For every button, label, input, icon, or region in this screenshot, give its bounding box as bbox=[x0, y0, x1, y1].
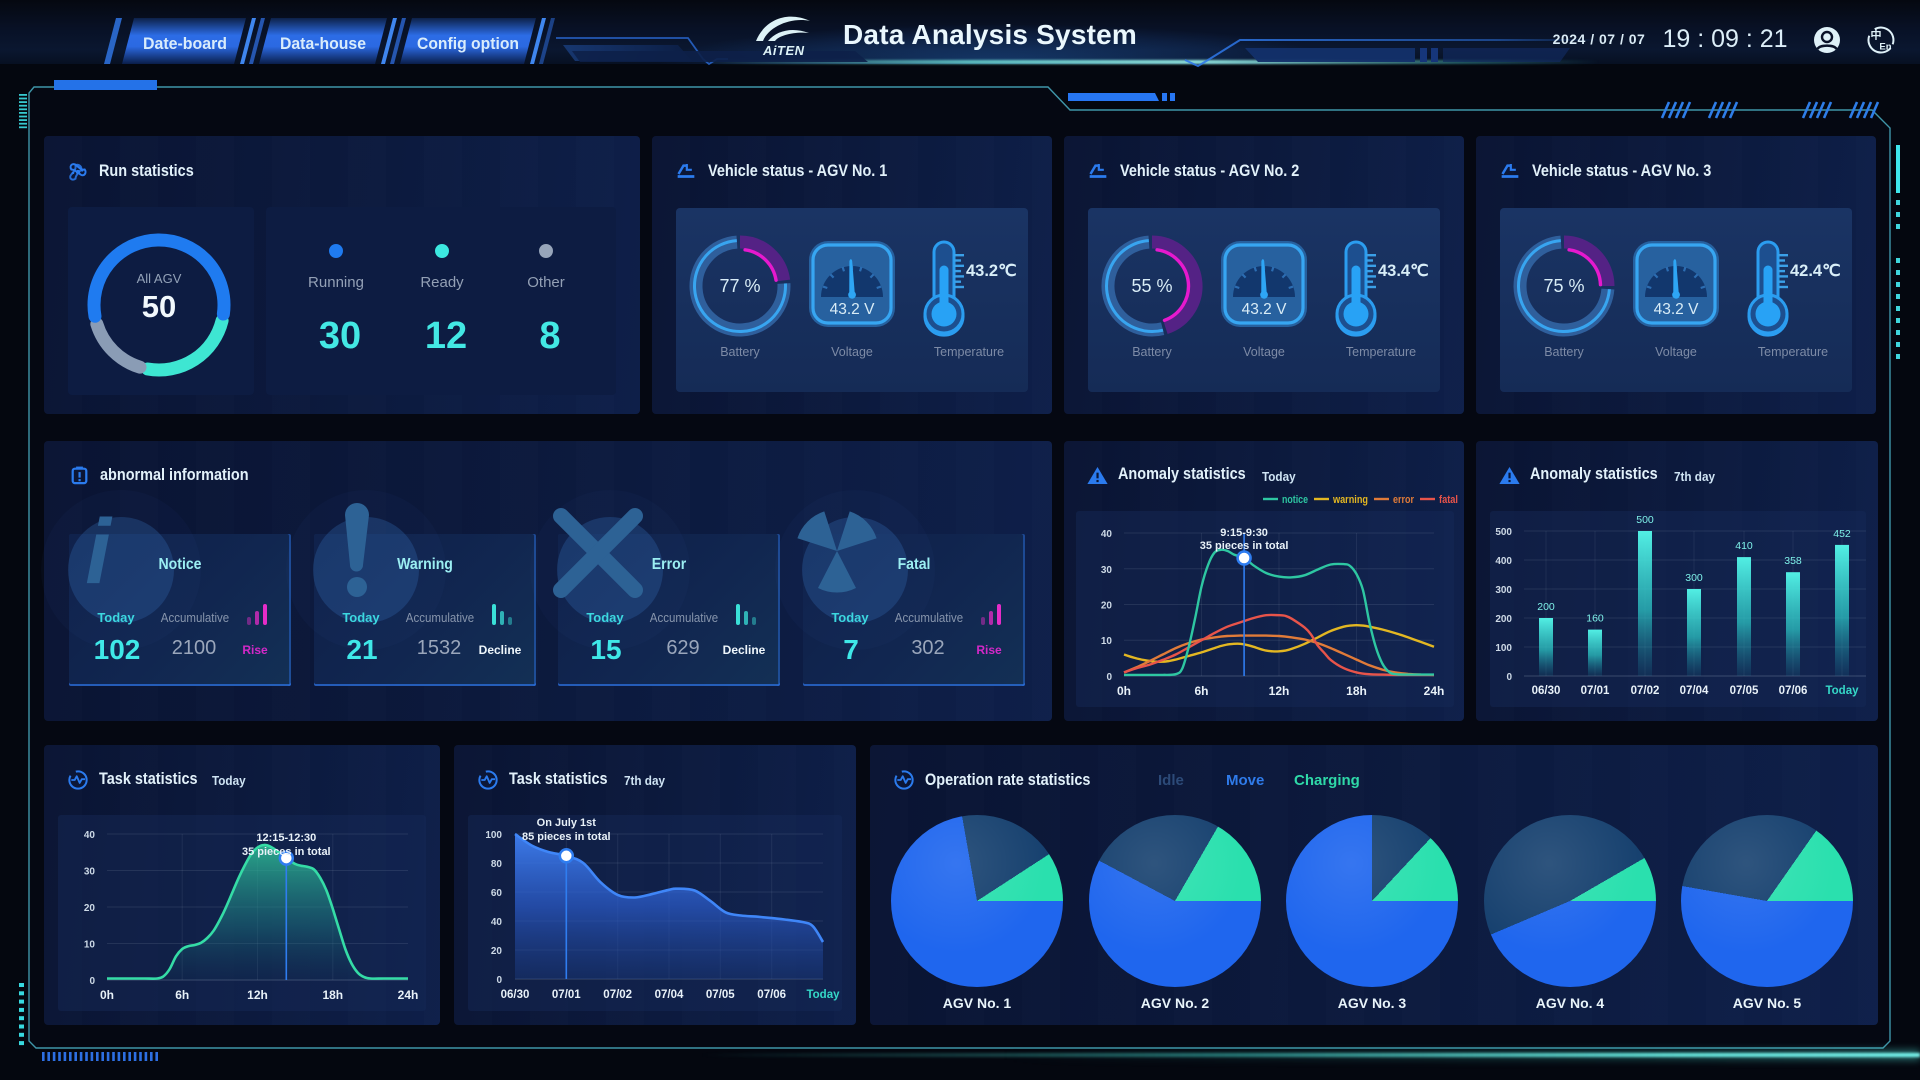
svg-text:Today: Today bbox=[1825, 685, 1859, 697]
svg-text:55 %: 55 % bbox=[1131, 276, 1172, 296]
svg-text:中: 中 bbox=[1871, 28, 1882, 42]
svg-text:80: 80 bbox=[491, 859, 503, 870]
svg-text:60: 60 bbox=[491, 888, 503, 899]
svg-text:160: 160 bbox=[1586, 613, 1604, 625]
svg-text:6h: 6h bbox=[1194, 684, 1208, 698]
svg-text:20: 20 bbox=[1101, 601, 1113, 612]
svg-text:358: 358 bbox=[1784, 555, 1802, 567]
svg-text:50: 50 bbox=[142, 289, 176, 324]
svg-text:410: 410 bbox=[1735, 540, 1753, 552]
svg-text:18h: 18h bbox=[322, 988, 343, 1002]
svg-text:10: 10 bbox=[84, 940, 96, 951]
svg-text:43.2 V: 43.2 V bbox=[830, 301, 875, 318]
svg-text:400: 400 bbox=[1495, 556, 1512, 567]
svg-text:8: 8 bbox=[539, 315, 560, 357]
svg-text:0: 0 bbox=[1506, 672, 1512, 683]
svg-text:200: 200 bbox=[1495, 614, 1512, 625]
svg-text:12: 12 bbox=[425, 315, 467, 357]
svg-text:35 pieces in total: 35 pieces in total bbox=[1200, 540, 1289, 552]
svg-text:AiTEN: AiTEN bbox=[762, 43, 805, 58]
svg-text:12:15-12:30: 12:15-12:30 bbox=[256, 832, 316, 844]
svg-text:07/02: 07/02 bbox=[1631, 685, 1660, 697]
svg-text:En: En bbox=[1879, 42, 1891, 53]
svg-text:Config option: Config option bbox=[417, 34, 519, 53]
svg-text:07/05: 07/05 bbox=[706, 989, 735, 1001]
svg-text:Ready: Ready bbox=[420, 274, 464, 291]
svg-text:18h: 18h bbox=[1346, 684, 1367, 698]
svg-text:30: 30 bbox=[319, 315, 361, 357]
svg-text:notice: notice bbox=[1282, 494, 1308, 506]
svg-text:10: 10 bbox=[1101, 636, 1113, 647]
svg-text:9:15-9:30: 9:15-9:30 bbox=[1220, 527, 1268, 539]
svg-text:43.2 V: 43.2 V bbox=[1654, 301, 1699, 318]
svg-text:40: 40 bbox=[1101, 529, 1113, 540]
svg-text:0h: 0h bbox=[1117, 684, 1131, 698]
svg-text:0: 0 bbox=[89, 976, 95, 987]
svg-text:Other: Other bbox=[527, 274, 565, 291]
svg-text:07/01: 07/01 bbox=[552, 989, 581, 1001]
svg-text:Date-board: Date-board bbox=[143, 34, 227, 53]
svg-text:07/06: 07/06 bbox=[757, 989, 786, 1001]
svg-text:07/04: 07/04 bbox=[1680, 685, 1709, 697]
svg-text:07/05: 07/05 bbox=[1730, 685, 1759, 697]
svg-text:200: 200 bbox=[1537, 601, 1555, 613]
svg-text:Running: Running bbox=[308, 274, 364, 291]
svg-text:07/02: 07/02 bbox=[603, 989, 632, 1001]
svg-text:Data-house: Data-house bbox=[280, 34, 366, 53]
svg-text:75 %: 75 % bbox=[1543, 276, 1584, 296]
svg-text:77 %: 77 % bbox=[719, 276, 760, 296]
svg-text:On July 1st: On July 1st bbox=[537, 817, 597, 829]
svg-text:500: 500 bbox=[1495, 527, 1512, 538]
svg-text:24h: 24h bbox=[1424, 684, 1445, 698]
svg-text:6h: 6h bbox=[175, 988, 189, 1002]
svg-text:30: 30 bbox=[84, 867, 96, 878]
svg-text:fatal: fatal bbox=[1439, 494, 1458, 506]
svg-text:85 pieces in total: 85 pieces in total bbox=[522, 831, 611, 843]
svg-text:300: 300 bbox=[1685, 572, 1703, 584]
svg-text:40: 40 bbox=[84, 830, 96, 841]
svg-text:i: i bbox=[85, 501, 113, 603]
svg-text:43.2 V: 43.2 V bbox=[1242, 301, 1287, 318]
svg-text:452: 452 bbox=[1833, 528, 1851, 540]
svg-text:40: 40 bbox=[491, 917, 503, 928]
svg-text:42.4℃: 42.4℃ bbox=[1790, 262, 1841, 280]
svg-text:0: 0 bbox=[496, 975, 502, 986]
svg-text:07/06: 07/06 bbox=[1779, 685, 1808, 697]
svg-text:All AGV: All AGV bbox=[137, 271, 182, 286]
svg-text:06/30: 06/30 bbox=[1532, 685, 1561, 697]
svg-text:100: 100 bbox=[1495, 643, 1512, 654]
svg-text:error: error bbox=[1393, 494, 1415, 506]
svg-text:20: 20 bbox=[84, 903, 96, 914]
svg-text:20: 20 bbox=[491, 946, 503, 957]
svg-text:0: 0 bbox=[1106, 672, 1112, 683]
svg-text:warning: warning bbox=[1332, 494, 1368, 506]
svg-text:43.4℃: 43.4℃ bbox=[1378, 262, 1429, 280]
svg-text:0h: 0h bbox=[100, 988, 114, 1002]
svg-text:35 pieces in total: 35 pieces in total bbox=[242, 846, 331, 858]
svg-text:100: 100 bbox=[485, 830, 502, 841]
svg-text:30: 30 bbox=[1101, 565, 1113, 576]
svg-text:43.2℃: 43.2℃ bbox=[966, 262, 1017, 280]
svg-text:500: 500 bbox=[1636, 514, 1654, 526]
svg-text:07/04: 07/04 bbox=[655, 989, 684, 1001]
svg-text:06/30: 06/30 bbox=[501, 989, 530, 1001]
svg-text:07/01: 07/01 bbox=[1581, 685, 1610, 697]
svg-text:24h: 24h bbox=[398, 988, 419, 1002]
svg-text:300: 300 bbox=[1495, 585, 1512, 596]
svg-text:12h: 12h bbox=[1269, 684, 1290, 698]
svg-text:12h: 12h bbox=[247, 988, 268, 1002]
svg-text:Today: Today bbox=[806, 989, 840, 1001]
